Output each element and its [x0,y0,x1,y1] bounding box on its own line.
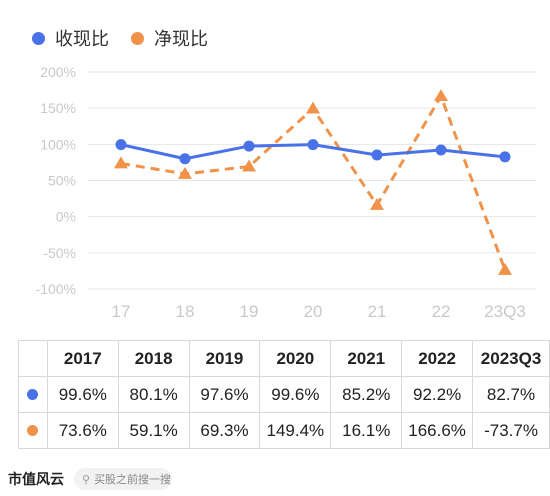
legend-item-series1[interactable]: 收现比 [32,25,109,51]
table-cell: 69.3% [188,412,261,449]
x-tick-label: 18 [176,302,195,321]
table-cell: -73.7% [472,412,550,449]
table-cell: 80.1% [117,376,190,413]
x-tick-label: 22 [432,302,451,321]
y-tick-label: 200% [40,64,76,80]
legend-marker-series1 [32,31,45,45]
legend-label-series1: 收现比 [55,29,109,49]
y-tick-label: -50% [43,245,76,261]
legend-item-series2[interactable]: 净现比 [131,25,208,51]
table-cell: 16.1% [330,412,403,449]
search-icon: ⚲ [82,473,91,486]
point-jingxianbi [370,198,384,210]
brand-logo[interactable]: 市值风云 [8,469,64,489]
search-box[interactable]: ⚲ 买股之前搜一搜 [74,468,172,490]
footer-bar: 市值风云 ⚲ 买股之前搜一搜 [0,462,550,496]
line-chart: 200% 150% 100% 50% 0% -50% -100% 17 18 19 20 21 22 23… [36,64,536,321]
y-tick-label: 50% [48,173,76,189]
table-header-cell: 2017 [46,340,119,377]
point-shouxianbi [499,151,511,163]
table-marker-cell [18,412,48,449]
point-shouxianbi [179,153,191,165]
table-cell: 82.7% [472,376,550,413]
point-shouxianbi [243,140,255,152]
table-header-cell: 2022 [401,340,474,377]
point-jingxianbi [242,159,256,172]
y-tick-label: -100% [36,281,76,297]
data-table: 2017 2018 2019 2020 2021 2022 2023Q3 99.… [18,340,550,449]
table-header-cell: 2020 [259,340,332,377]
table-cell: 73.6% [46,412,119,449]
search-placeholder: 买股之前搜一搜 [94,474,172,486]
point-jingxianbi [178,166,192,179]
x-tick-label: 19 [240,302,259,321]
table-cell: 97.6% [188,376,261,413]
table-cell: 92.2% [401,376,474,413]
table-header-cell: 2019 [188,340,261,377]
table-row-series1: 99.6% 80.1% 97.6% 99.6% 85.2% 92.2% 82.7… [18,376,550,413]
table-marker-series2 [27,424,39,436]
point-shouxianbi [371,149,383,161]
brand-name: 市值风云 [8,472,64,488]
x-tick-label: 21 [368,302,387,321]
table-header-cell: 2023Q3 [472,340,550,377]
x-tick-label: 17 [112,302,131,321]
point-jingxianbi [306,101,320,114]
table-header-row: 2017 2018 2019 2020 2021 2022 2023Q3 [18,340,550,377]
point-jingxianbi [114,156,128,169]
point-jingxianbi [498,262,512,275]
x-tick-label: 23Q3 [484,302,526,321]
chart-legend: 收现比 净现比 [32,25,208,51]
point-jingxianbi [434,89,448,102]
table-header-cell: 2018 [117,340,190,377]
x-tick-label: 20 [304,302,323,321]
table-marker-cell [18,376,48,413]
table-cell: 59.1% [117,412,190,449]
table-cell: 149.4% [259,412,332,449]
table-corner-cell [18,340,48,377]
table-row-series2: 73.6% 59.1% 69.3% 149.4% 16.1% 166.6% -7… [18,412,550,449]
table-cell: 166.6% [401,412,474,449]
table-cell: 99.6% [259,376,332,413]
table-cell: 99.6% [46,376,119,413]
legend-label-series2: 净现比 [154,29,208,49]
series-line-jingxianbi [120,94,507,271]
table-marker-series1 [27,388,39,400]
y-tick-label: 100% [40,136,76,152]
y-tick-label: 150% [40,100,76,116]
table-header-cell: 2021 [330,340,403,377]
point-shouxianbi [307,139,319,151]
legend-marker-series2 [131,31,144,45]
table-cell: 85.2% [330,376,403,413]
y-tick-label: 0% [56,209,76,225]
point-shouxianbi [435,144,447,156]
point-shouxianbi [115,139,127,151]
